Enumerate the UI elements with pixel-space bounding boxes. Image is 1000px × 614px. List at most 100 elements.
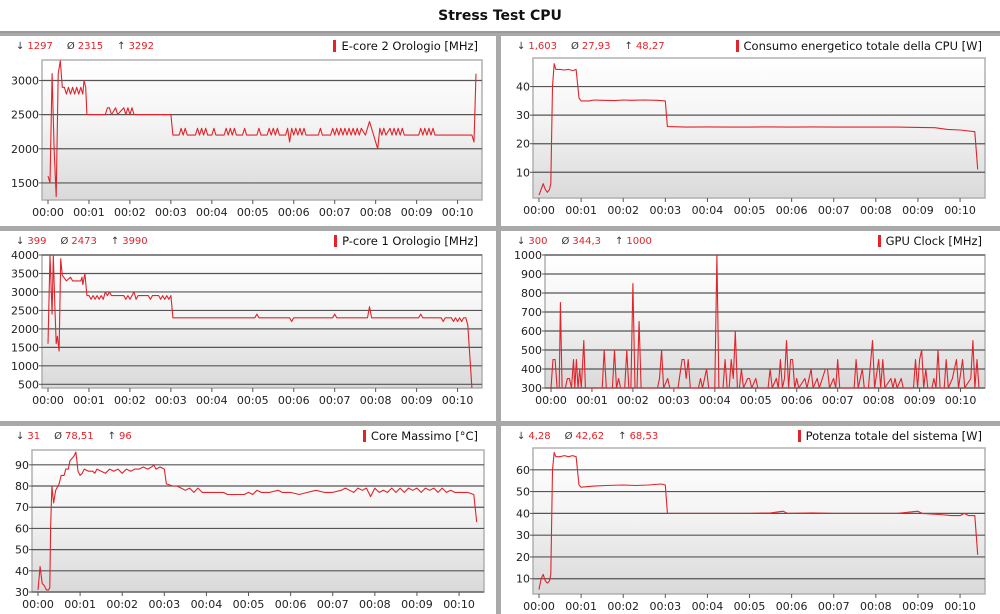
max-stat-symbol: ↑ bbox=[110, 236, 120, 247]
x-tick-label: 00:04 bbox=[191, 598, 223, 611]
x-tick-label: 00:08 bbox=[860, 600, 892, 613]
y-tick-label: 30 bbox=[15, 586, 29, 599]
plot-area bbox=[31, 449, 485, 593]
x-tick-label: 00:08 bbox=[863, 394, 895, 407]
avg-stat-symbol: Ø bbox=[60, 236, 69, 247]
x-tick-label: 00:05 bbox=[734, 600, 766, 613]
chart-svg: 10 20 30 40 50 60 00:00 00:01 00:02 00:03 00:04 00:… bbox=[516, 447, 986, 613]
max-stat-value: 3990 bbox=[122, 236, 148, 247]
x-tick-label: 00:00 bbox=[32, 394, 64, 407]
max-stat-value: 96 bbox=[119, 431, 132, 442]
window-title-text: Stress Test CPU bbox=[438, 7, 562, 24]
min-stat: ↓ 31 bbox=[16, 431, 40, 442]
series-line bbox=[538, 63, 979, 196]
plot-area bbox=[41, 59, 483, 201]
chart-legend: Core Massimo [°C] bbox=[362, 429, 478, 443]
x-tick-label: 00:02 bbox=[114, 394, 146, 407]
x-tick-label: 00:02 bbox=[106, 598, 138, 611]
chart-title: E-core 2 Orologio [MHz] bbox=[341, 39, 478, 53]
plot-area bbox=[41, 254, 483, 389]
chart-legend: GPU Clock [MHz] bbox=[877, 234, 982, 248]
y-tick-label: 2500 bbox=[11, 109, 39, 122]
max-stat-value: 3292 bbox=[128, 41, 155, 52]
x-tick-label: 00:05 bbox=[740, 394, 772, 407]
max-stat: ↑ 3292 bbox=[117, 41, 154, 52]
x-tick-label: 00:07 bbox=[818, 204, 850, 217]
y-tick-label: 90 bbox=[15, 459, 29, 472]
x-tick-label: 00:04 bbox=[196, 206, 228, 219]
x-tick-label: 00:03 bbox=[649, 204, 681, 217]
avg-stat: Ø 344,3 bbox=[561, 236, 601, 247]
x-tick-label: 00:05 bbox=[233, 598, 265, 611]
x-tick-label: 00:10 bbox=[442, 206, 474, 219]
max-stat: ↑ 48,27 bbox=[625, 41, 665, 52]
x-tick-label: 00:08 bbox=[359, 598, 391, 611]
chart-stats: ↓ 300 Ø 344,3 ↑ 1000 bbox=[517, 236, 666, 247]
x-tick-label: 00:02 bbox=[617, 394, 649, 407]
min-stat: ↓ 1,603 bbox=[517, 41, 557, 52]
chart-panel: ↓ 300 Ø 344,3 ↑ 1000 GPU Clock [MHz] 300 400 500 6… bbox=[501, 231, 1000, 421]
min-stat-value: 1,603 bbox=[528, 41, 558, 52]
min-stat-value: 399 bbox=[27, 236, 47, 247]
x-tick-label: 00:02 bbox=[607, 204, 639, 217]
chart-title: GPU Clock [MHz] bbox=[885, 234, 982, 248]
avg-stat: Ø 42,62 bbox=[565, 431, 605, 442]
avg-stat-symbol: Ø bbox=[66, 41, 75, 52]
min-stat-symbol: ↓ bbox=[517, 41, 526, 52]
avg-stat-value: 2315 bbox=[77, 41, 104, 52]
x-tick-label: 00:06 bbox=[776, 204, 808, 217]
avg-stat-symbol: Ø bbox=[571, 41, 579, 52]
chart-svg: 30 40 50 60 70 80 90 00:00 00:01 00:02 00:03 00:04 0… bbox=[15, 449, 485, 611]
legend-swatch bbox=[797, 430, 801, 442]
x-tick-label: 00:00 bbox=[523, 204, 555, 217]
avg-stat-symbol: Ø bbox=[54, 431, 62, 442]
x-tick-label: 00:01 bbox=[73, 206, 105, 219]
x-tick-label: 00:01 bbox=[565, 204, 597, 217]
y-tick-label: 3000 bbox=[11, 286, 39, 299]
avg-stat: Ø 2315 bbox=[67, 41, 103, 52]
y-tick-label: 500 bbox=[521, 344, 542, 357]
y-tick-label: 800 bbox=[521, 287, 542, 300]
x-tick-label: 00:07 bbox=[317, 598, 349, 611]
chart-panel: ↓ 1,603 Ø 27,93 ↑ 48,27 Consumo energetico tot… bbox=[501, 36, 1000, 226]
legend-swatch bbox=[877, 235, 881, 247]
x-tick-label: 00:06 bbox=[278, 394, 310, 407]
x-tick-label: 00:09 bbox=[902, 600, 934, 613]
x-tick-label: 00:00 bbox=[32, 206, 64, 219]
avg-stat-value: 27,93 bbox=[581, 41, 611, 52]
min-stat: ↓ 399 bbox=[16, 236, 46, 247]
x-tick-label: 00:07 bbox=[319, 206, 351, 219]
y-tick-label: 50 bbox=[516, 486, 530, 499]
x-tick-label: 00:07 bbox=[822, 394, 854, 407]
x-tick-label: 00:09 bbox=[902, 204, 934, 217]
x-tick-label: 00:03 bbox=[649, 600, 681, 613]
legend-swatch bbox=[362, 430, 366, 442]
y-tick-label: 700 bbox=[521, 306, 542, 319]
y-tick-label: 300 bbox=[521, 382, 542, 395]
y-tick-label: 3500 bbox=[11, 267, 39, 280]
legend-swatch bbox=[735, 40, 739, 52]
chart-stats: ↓ 4,28 Ø 42,62 ↑ 68,53 bbox=[517, 431, 672, 442]
avg-stat-symbol: Ø bbox=[564, 431, 573, 442]
min-stat-value: 31 bbox=[27, 431, 41, 442]
chart-stats: ↓ 1,603 Ø 27,93 ↑ 48,27 bbox=[517, 41, 679, 52]
y-tick-label: 50 bbox=[15, 544, 29, 557]
x-tick-label: 00:04 bbox=[692, 600, 724, 613]
chart-svg: 10 20 30 40 00:00 00:01 00:02 00:03 00:04 00:05 00… bbox=[516, 57, 986, 217]
legend-swatch bbox=[334, 235, 338, 247]
avg-stat-value: 78,51 bbox=[65, 431, 94, 442]
chart-panel: ↓ 4,28 Ø 42,62 ↑ 68,53 Potenza totale del sist… bbox=[501, 426, 1000, 614]
chart-title: Potenza totale del sistema [W] bbox=[805, 429, 982, 443]
avg-stat-value: 344,3 bbox=[572, 236, 601, 247]
y-tick-label: 40 bbox=[516, 81, 530, 94]
chart-stats: ↓ 399 Ø 2473 ↑ 3990 bbox=[16, 236, 162, 247]
y-tick-label: 60 bbox=[516, 464, 530, 477]
x-tick-label: 00:00 bbox=[22, 598, 54, 611]
y-tick-label: 10 bbox=[516, 573, 530, 586]
series-line bbox=[47, 60, 477, 198]
y-tick-label: 400 bbox=[521, 363, 542, 376]
chart-svg: 1500 2000 2500 3000 00:00 00:01 00:02 00:03 00:0… bbox=[11, 59, 483, 219]
y-tick-label: 70 bbox=[15, 501, 29, 514]
x-tick-label: 00:09 bbox=[904, 394, 936, 407]
avg-stat-symbol: Ø bbox=[561, 236, 570, 247]
